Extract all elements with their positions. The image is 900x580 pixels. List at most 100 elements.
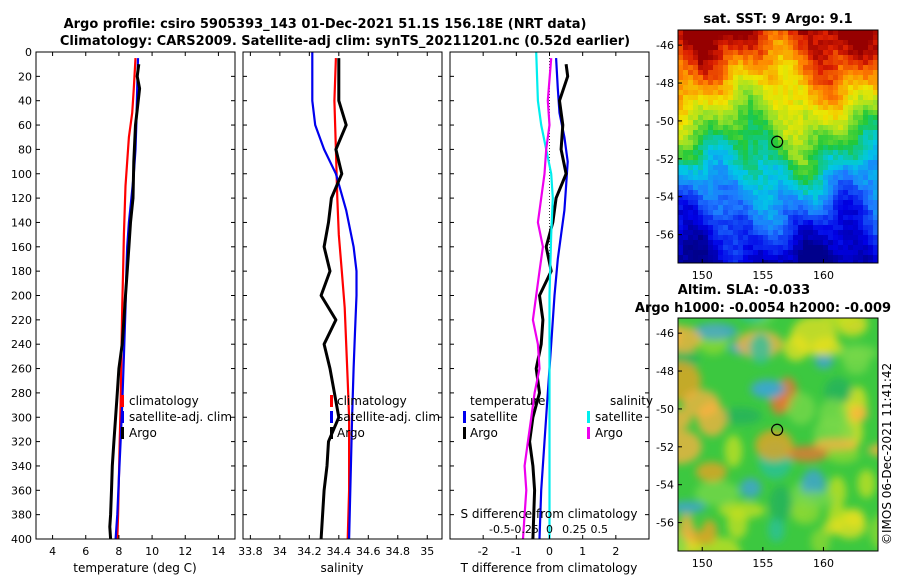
sst-cell: [693, 140, 699, 146]
sst-cell: [808, 95, 814, 101]
sst-cell: [783, 195, 789, 201]
sst-cell: [833, 215, 839, 221]
sst-cell: [763, 210, 769, 216]
sst-cell: [843, 255, 849, 261]
sst-cell: [858, 155, 864, 161]
sst-cell: [773, 135, 779, 141]
sst-cell: [838, 130, 844, 136]
sst-cell: [848, 170, 854, 176]
sst-cell: [808, 35, 814, 41]
sst-cell: [733, 240, 739, 246]
sst-cell: [758, 225, 764, 231]
sst-cell: [763, 100, 769, 106]
sst-cell: [873, 185, 878, 191]
sst-cell: [768, 30, 774, 36]
sst-cell: [758, 50, 764, 56]
sst-cell: [758, 220, 764, 226]
sst-cell: [688, 100, 694, 106]
sst-cell: [783, 30, 789, 36]
sst-cell: [728, 260, 734, 263]
sla-blob: [739, 477, 762, 498]
sst-cell: [818, 195, 824, 201]
sst-cell: [728, 185, 734, 191]
sst-cell: [868, 65, 874, 71]
sst-cell: [823, 245, 829, 251]
sst-cell: [863, 195, 869, 201]
sst-cell: [768, 50, 774, 56]
sst-cell: [788, 255, 794, 261]
sst-cell: [813, 100, 819, 106]
sst-cell: [688, 160, 694, 166]
sst-cell: [763, 135, 769, 141]
sst-cell: [728, 75, 734, 81]
sst-cell: [873, 165, 878, 171]
sst-cell: [813, 190, 819, 196]
sst-cell: [813, 35, 819, 41]
x-tick-label: 34.6: [356, 545, 381, 558]
sst-cell: [828, 195, 834, 201]
sst-cell: [763, 175, 769, 181]
sst-cell: [858, 260, 864, 263]
sst-cell: [873, 200, 878, 206]
sla-map-title-line1: Altim. SLA: -0.033: [678, 283, 810, 298]
sst-cell: [778, 170, 784, 176]
sst-cell: [688, 220, 694, 226]
sst-map-frame: [677, 29, 879, 264]
sst-cell: [768, 250, 774, 256]
sst-cell: [803, 150, 809, 156]
sst-cell: [683, 165, 689, 171]
sst-cell: [738, 80, 744, 86]
sst-cell: [813, 60, 819, 66]
sst-cell: [708, 125, 714, 131]
sst-cell: [728, 190, 734, 196]
sst-cell: [798, 255, 804, 261]
sst-cell: [778, 105, 784, 111]
sst-cell: [698, 250, 704, 256]
sst-cell: [698, 225, 704, 231]
sst-cell: [863, 220, 869, 226]
y-tick-label: 320: [11, 436, 32, 449]
sst-cell: [738, 95, 744, 101]
sst-cell: [693, 40, 699, 46]
sst-cell: [703, 245, 709, 251]
s-difference-tick-label: -0.25: [510, 523, 538, 536]
sst-cell: [858, 165, 864, 171]
sst-cell: [848, 240, 854, 246]
sst-cell: [763, 90, 769, 96]
sst-cell: [843, 245, 849, 251]
sst-cell: [773, 130, 779, 136]
sst-cell: [833, 120, 839, 126]
sst-cell: [808, 245, 814, 251]
sst-cell: [728, 120, 734, 126]
sst-cell: [708, 255, 714, 261]
sst-cell: [748, 200, 754, 206]
sst-cell: [768, 105, 774, 111]
sst-cell: [728, 95, 734, 101]
sst-cell: [873, 105, 878, 111]
sst-cell: [833, 105, 839, 111]
sst-cell: [693, 230, 699, 236]
legend-label-climatology-s: climatology: [337, 394, 407, 408]
sst-cell: [798, 125, 804, 131]
sst-cell: [698, 175, 704, 181]
sst-cell: [683, 150, 689, 156]
sst-cell: [698, 130, 704, 136]
sst-cell: [818, 260, 824, 263]
sst-cell: [748, 70, 754, 76]
series-line-temperature-argo: [108, 64, 142, 539]
sst-cell: [758, 205, 764, 211]
sst-cell: [723, 230, 729, 236]
sst-cell: [783, 65, 789, 71]
sst-cell: [873, 90, 878, 96]
sst-cell: [853, 210, 859, 216]
sst-cell: [818, 255, 824, 261]
sst-cell: [873, 75, 878, 81]
s-difference-tick-label: 0.25: [562, 523, 587, 536]
sla-map-ticks: 150 155 160-46-48-50-52-54-56: [656, 327, 834, 570]
sst-cell: [823, 90, 829, 96]
t-difference-x-ticks: -2 -1 0 1 2: [478, 52, 619, 558]
sst-cell: [688, 210, 694, 216]
x-tick-label: 8: [115, 545, 122, 558]
sst-cell: [833, 255, 839, 261]
sst-cell: [848, 65, 854, 71]
